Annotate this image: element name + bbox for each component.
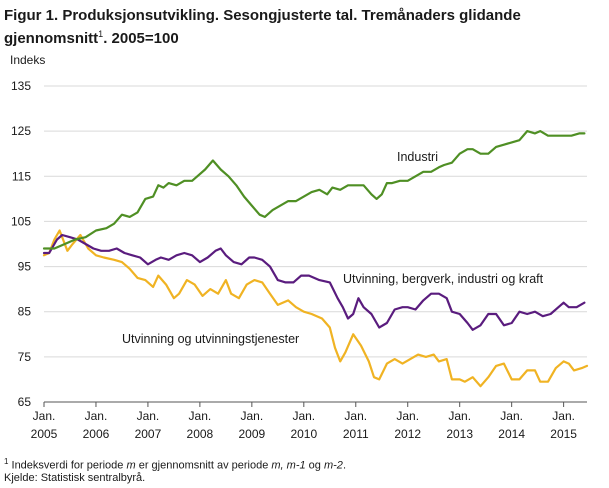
- series-lines: [42, 130, 589, 388]
- series-line-1: [42, 233, 586, 331]
- series-line-0: [42, 130, 586, 250]
- y-tick-label: 75: [18, 350, 32, 364]
- footnote-text-3: og: [305, 459, 324, 472]
- x-tick-month: Jan.: [241, 409, 264, 423]
- title-line-2: gjennomsnitt1. 2005=100: [4, 25, 604, 48]
- x-tick-month: Jan.: [448, 409, 471, 423]
- footnote-periods: m, m-1: [271, 459, 306, 472]
- y-tick-label: 65: [18, 395, 32, 409]
- y-axis-label: Indeks: [10, 53, 45, 67]
- x-tick-month: Jan.: [137, 409, 160, 423]
- footnote: 1 Indeksverdi for periode m er gjennomsn…: [4, 457, 346, 472]
- title-line-1: Figur 1. Produksjonsutvikling. Sesongjus…: [4, 7, 521, 24]
- title-line-2-main: gjennomsnitt: [4, 30, 99, 47]
- footnote-end: .: [342, 459, 346, 472]
- title-footnote-marker: 1: [98, 29, 104, 39]
- gridlines: [44, 85, 587, 403]
- y-tick-label: 125: [11, 124, 31, 138]
- x-tick-month: Jan.: [292, 409, 315, 423]
- x-tick-year: 2015: [550, 427, 577, 441]
- series-label-1: Utvinning, bergverk, industri og kraft: [343, 272, 544, 286]
- y-tick-label: 115: [12, 169, 31, 183]
- x-tick-year: 2008: [187, 427, 214, 441]
- x-tick-year: 2012: [394, 427, 421, 441]
- x-tick-year: 2009: [238, 427, 265, 441]
- x-tick-month: Jan.: [189, 409, 212, 423]
- y-tick-label: 105: [11, 214, 31, 228]
- x-tick-year: 2010: [290, 427, 317, 441]
- y-axis-ticks: 65 75 85 95 105 115 125 135: [11, 79, 31, 409]
- footnote-text-2: er gjennomsnitt av periode: [135, 459, 272, 472]
- x-tick-month: Jan.: [552, 409, 575, 423]
- x-tick-year: 2011: [343, 427, 369, 441]
- source-note: Kjelde: Statistisk sentralbyrå.: [4, 472, 146, 484]
- x-tick-year: 2013: [446, 427, 473, 441]
- y-tick-label: 95: [18, 260, 32, 274]
- x-tick-month: Jan.: [85, 409, 108, 423]
- x-tick-year: 2014: [498, 427, 525, 441]
- chart-title: Figur 1. Produksjonsutvikling. Sesongjus…: [4, 6, 604, 48]
- x-tick-year: 2007: [135, 427, 162, 441]
- series-label-0: Industri: [397, 150, 438, 164]
- footnote-period-m: m: [126, 459, 136, 472]
- footnote-text-1: Indeksverdi for periode: [8, 459, 127, 472]
- x-tick-month: Jan.: [344, 409, 367, 423]
- x-tick-year: 2005: [31, 427, 58, 441]
- series-annotations: Industri Utvinning, bergverk, industri og…: [122, 150, 544, 346]
- title-line-2-rest: . 2005=100: [103, 30, 179, 47]
- series-label-2: Utvinning og utvinningstjenester: [122, 332, 299, 346]
- y-tick-label: 135: [11, 79, 31, 93]
- x-tick-month: Jan.: [500, 409, 523, 423]
- x-tick-month: Jan.: [33, 409, 56, 423]
- footnote-period-m2: m-2: [323, 459, 343, 472]
- x-axis-ticks: Jan. 2005 Jan. 2006 Jan. 2007 Jan. 2008 Jan. 2009…: [31, 402, 577, 441]
- series-line-2: [42, 229, 589, 388]
- y-tick-label: 85: [18, 305, 32, 319]
- x-tick-month: Jan.: [396, 409, 419, 423]
- footnote-marker: 1: [4, 457, 9, 466]
- x-tick-year: 2006: [83, 427, 110, 441]
